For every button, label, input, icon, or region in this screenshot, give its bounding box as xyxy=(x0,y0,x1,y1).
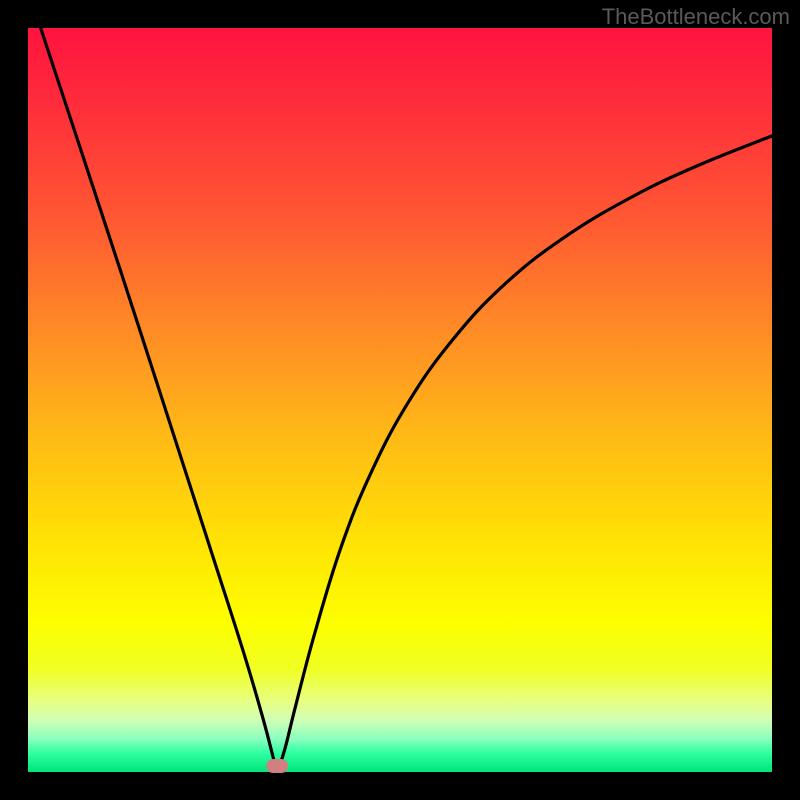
watermark-text: TheBottleneck.com xyxy=(602,4,790,30)
bottleneck-chart: TheBottleneck.com xyxy=(0,0,800,800)
chart-svg xyxy=(0,0,800,800)
optimal-point-marker xyxy=(266,759,288,773)
plot-background xyxy=(28,28,772,772)
